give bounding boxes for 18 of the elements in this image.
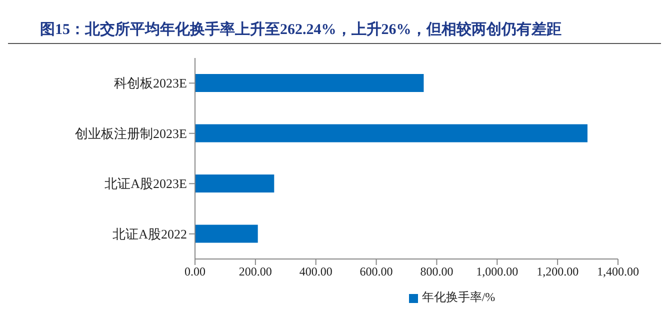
bar xyxy=(195,174,274,192)
x-tick-label: 0.00 xyxy=(184,264,206,279)
bar xyxy=(195,74,424,92)
x-tick-label: 400.00 xyxy=(299,264,332,279)
x-tick-label: 200.00 xyxy=(238,264,272,279)
x-tick-label: 600.00 xyxy=(360,264,393,279)
chart-title: 图15：北交所平均年化换手率上升至262.24%，上升26%，但相较两创仍有差距 xyxy=(8,8,661,44)
x-tick-label: 1,200.00 xyxy=(536,264,579,279)
x-tick-label: 1,000.00 xyxy=(476,264,518,279)
y-tick-label: 北证A股2023E xyxy=(104,176,188,192)
y-tick-label: 北证A股2022 xyxy=(112,226,187,242)
x-tick-label: 1,400.00 xyxy=(597,264,639,279)
x-tick-label: 800.00 xyxy=(420,264,454,279)
y-tick-label: 创业板注册制2023E xyxy=(75,126,188,141)
bar xyxy=(195,124,588,142)
legend-label: 年化换手率/% xyxy=(422,290,496,304)
bar xyxy=(195,224,258,243)
y-tick-label: 科创板2023E xyxy=(114,76,188,91)
